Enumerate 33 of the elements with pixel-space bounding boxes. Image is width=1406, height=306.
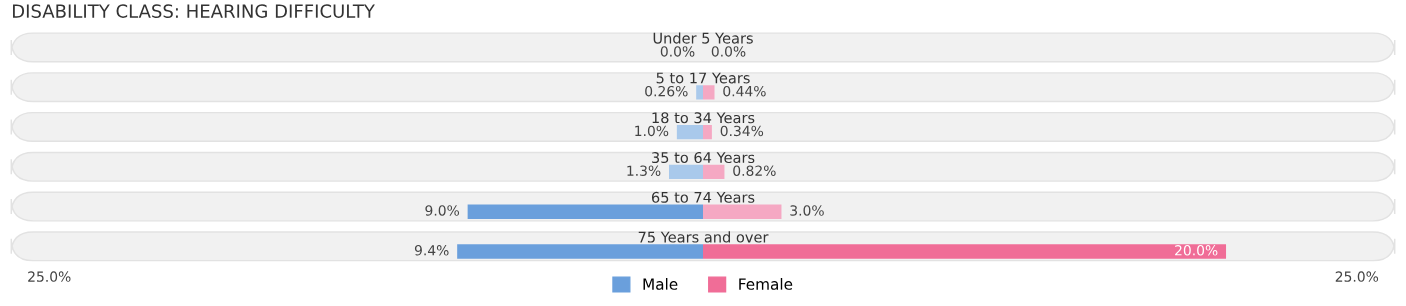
bar (457, 244, 703, 259)
y-tick-label: 75 Years and over (638, 231, 769, 243)
bar (467, 204, 703, 219)
data-label: 20.0% (1175, 245, 1218, 256)
x-tick-label: 25.0% (1335, 271, 1379, 282)
bar (703, 164, 725, 180)
y-tick-label: 5 to 17 Years (656, 72, 750, 84)
y-tick-label: Under 5 Years (653, 32, 753, 44)
data-label: 9.4% (414, 245, 449, 256)
data-label: 3.0% (790, 205, 824, 216)
bar (703, 204, 782, 219)
y-tick-label: 18 to 34 Years (652, 112, 755, 124)
bar (696, 85, 703, 100)
legend-label: Male (643, 278, 678, 290)
data-label: 1.0% (635, 125, 669, 137)
data-label: 9.0% (425, 205, 460, 216)
data-label: 0.0% (711, 46, 746, 57)
data-label: 1.3% (627, 165, 661, 176)
bar (703, 244, 1227, 259)
data-label: 0.44% (723, 85, 766, 97)
data-label: 0.34% (720, 125, 764, 137)
bar (669, 164, 703, 180)
legend-label: Female (739, 278, 793, 290)
y-tick-label: 35 to 64 Years (652, 152, 755, 164)
bar (703, 85, 715, 100)
x-tick-label: 25.0% (28, 271, 71, 282)
chart-title: DISABILITY CLASS: HEARING DIFFICULTY (13, 4, 375, 18)
data-label: 0.82% (733, 165, 776, 176)
data-label: 0.26% (645, 85, 688, 97)
bar (703, 125, 712, 140)
bar (676, 125, 703, 140)
data-label: 0.0% (660, 46, 695, 57)
y-tick-label: 65 to 74 Years (651, 191, 755, 203)
